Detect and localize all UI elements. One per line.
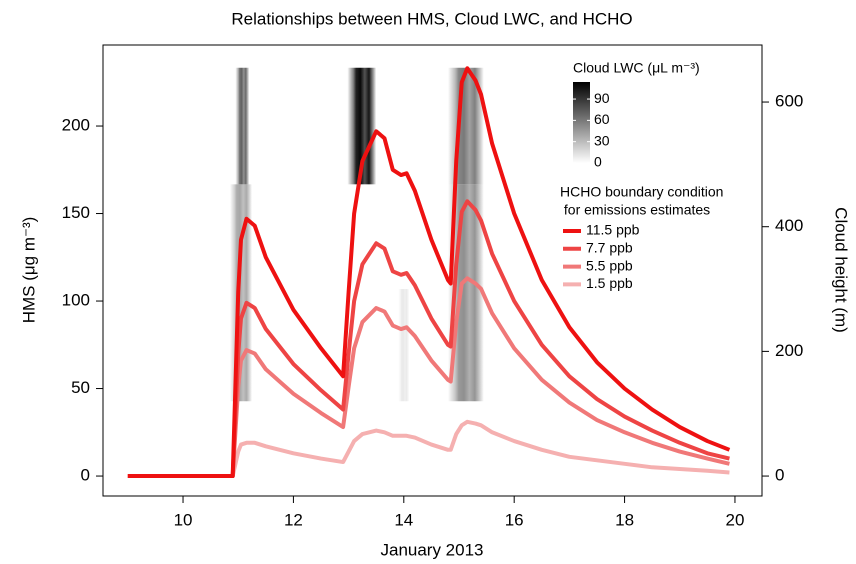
y-tick-label: 0 [81, 466, 90, 485]
y2-tick-label: 200 [775, 341, 803, 360]
series-line [127, 419, 730, 479]
lwc-legend-title: Cloud LWC (μL m⁻³) [573, 60, 700, 76]
x-axis-label: January 2013 [380, 540, 483, 559]
y-axis-label: HMS (μg m⁻³) [19, 217, 38, 324]
y-tick-label: 150 [62, 203, 90, 222]
y2-tick-label: 600 [775, 92, 803, 111]
lwc-colorbar [573, 82, 590, 163]
y-tick-label: 50 [71, 378, 90, 397]
legend-title: HCHO boundary condition [560, 184, 723, 200]
y2-axis-label: Cloud height (m) [832, 207, 851, 333]
chart-title: Relationships between HMS, Cloud LWC, an… [231, 9, 632, 28]
cloud-patch [398, 289, 410, 402]
lwc-tick-label: 30 [594, 132, 610, 148]
x-tick-label: 10 [174, 510, 193, 529]
y2-tick-label: 400 [775, 216, 803, 235]
y2-tick-label: 0 [775, 466, 784, 485]
x-tick-label: 18 [615, 510, 634, 529]
series-line [127, 199, 730, 479]
x-tick-label: 20 [725, 510, 744, 529]
cloud-patch [235, 67, 250, 185]
legend-title: for emissions estimates [560, 202, 710, 218]
series-line [127, 66, 731, 479]
lwc-tick-label: 0 [594, 154, 602, 170]
x-tick-label: 12 [284, 510, 303, 529]
legend-label: 7.7 ppb [586, 240, 633, 256]
y-tick-label: 200 [62, 116, 90, 135]
legend-label: 5.5 ppb [586, 257, 633, 273]
legend-label: 11.5 ppb [586, 222, 640, 238]
x-tick-label: 16 [505, 510, 524, 529]
y-tick-label: 100 [62, 291, 90, 310]
series-line [127, 276, 730, 479]
lwc-tick-label: 90 [594, 90, 610, 106]
legend-label: 1.5 ppb [586, 275, 633, 291]
lwc-tick-label: 60 [594, 111, 610, 127]
plot-frame [102, 44, 763, 497]
x-tick-label: 14 [394, 510, 413, 529]
